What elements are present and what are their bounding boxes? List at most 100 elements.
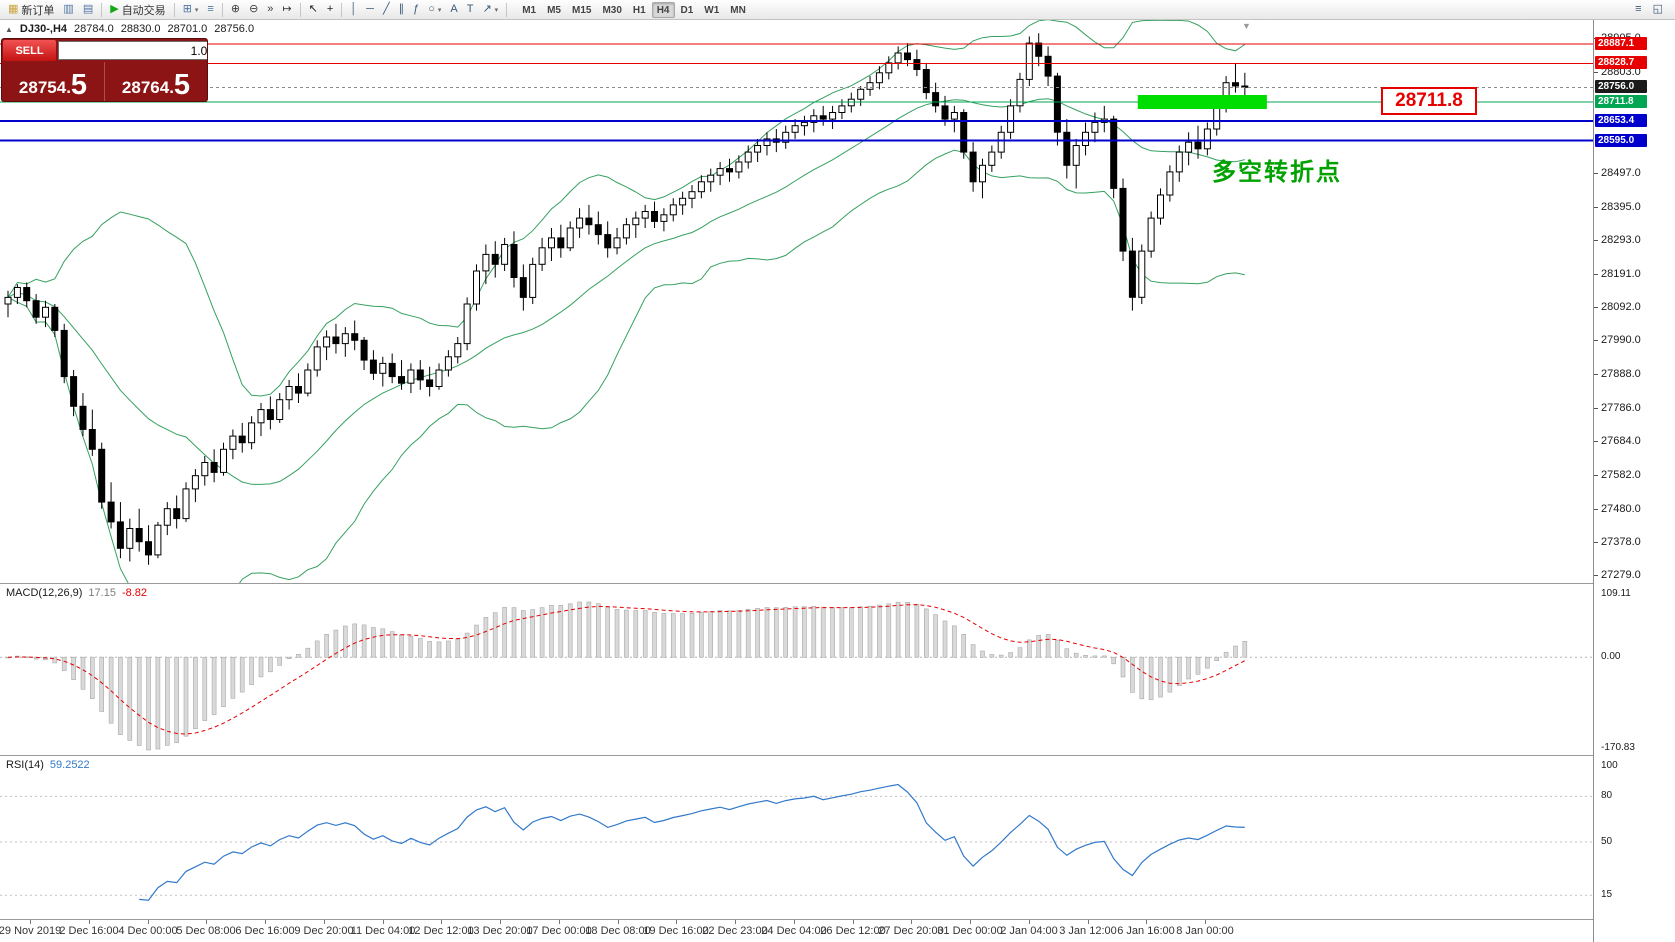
time-axis-tickmark: [676, 920, 677, 924]
price-scale[interactable]: 28905.028803.028497.028395.028293.028191…: [1593, 20, 1675, 942]
price-chart-canvas[interactable]: [0, 20, 1593, 583]
time-axis-label: 17 Dec 00:00: [526, 925, 592, 937]
timeframe-button-m5[interactable]: M5: [547, 4, 561, 16]
collapse-trade-panel-icon[interactable]: ▲: [5, 24, 13, 34]
bollinger-lower-line[interactable]: [7, 149, 1245, 583]
time-axis-label: 26 Dec 12:00: [820, 925, 886, 937]
price-badge-28653.4: 28653.4: [1595, 114, 1647, 127]
macd-histogram[interactable]: [5, 601, 1248, 751]
pane-separator[interactable]: [0, 919, 1675, 920]
rsi-current-value: 59.2522: [49, 759, 90, 771]
timeframe-button-mn[interactable]: MN: [730, 4, 746, 16]
fibonacci-button[interactable]: ƒ: [409, 1, 423, 18]
macd-indicator-label: MACD(12,26,9) 17.15 -8.82: [6, 587, 147, 599]
crosshair-button[interactable]: +: [323, 1, 337, 18]
auto-scroll-icon: »: [267, 3, 274, 15]
price-scale-tickmark: [1594, 173, 1598, 174]
dropdown-caret-icon: ▾: [494, 6, 499, 14]
price-scale-tickmark: [1594, 307, 1598, 308]
chart-list-button[interactable]: ≡: [203, 1, 217, 18]
text-button[interactable]: A: [446, 1, 461, 18]
time-axis-tickmark: [1146, 920, 1147, 924]
sell-button[interactable]: SELL: [3, 40, 56, 61]
timeframe-button-w1[interactable]: W1: [704, 4, 720, 16]
time-axis-tickmark: [794, 920, 795, 924]
chart-shift-marker[interactable]: ▼: [1242, 21, 1251, 31]
time-axis[interactable]: 29 Nov 2019 2 Dec 16:00 4 Dec 00:00 5 Dec 0…: [0, 920, 1593, 942]
time-axis-tickmark: [1088, 920, 1089, 924]
trendline-button[interactable]: ╱: [379, 1, 394, 18]
toolbar-separator: [341, 2, 343, 17]
time-axis-label: 4 Dec 00:00: [118, 925, 178, 937]
timeframe-button-m1[interactable]: M1: [522, 4, 537, 16]
price-tick-label: 28191.0: [1601, 268, 1641, 280]
time-axis-tickmark: [265, 920, 266, 924]
fullscreen-button[interactable]: ◱: [1649, 1, 1667, 18]
dropdown-caret-icon: ▾: [194, 6, 199, 14]
bollinger-upper-line[interactable]: [7, 20, 1246, 397]
timeframe-button-m30[interactable]: M30: [602, 4, 622, 16]
shapes-button[interactable]: ○ ▾: [424, 1, 445, 18]
rsi-line[interactable]: [139, 783, 1245, 901]
charts-grid-button[interactable]: ▥: [59, 1, 77, 18]
buy-price-pip: 5: [173, 69, 191, 101]
zoom-in-button[interactable]: ⊕: [227, 1, 244, 18]
zoom-in-icon: ⊕: [230, 3, 241, 15]
chart-window[interactable]: 28905.028803.028497.028395.028293.028191…: [0, 20, 1675, 942]
text-label-button[interactable]: T: [463, 1, 478, 18]
new-order-button[interactable]: ▦ 新订单: [4, 1, 58, 18]
autotrading-button-label: 自动交易: [121, 4, 166, 17]
price-scale-tickmark: [1594, 509, 1598, 510]
price-scale-tickmark: [1594, 374, 1598, 375]
autotrading-button[interactable]: ▶ 自动交易: [106, 1, 169, 18]
auto-scroll-button[interactable]: »: [263, 1, 277, 18]
time-axis-label: 8 Jan 00:00: [1176, 925, 1234, 937]
new-chart-button[interactable]: ⊞ ▾: [179, 1, 203, 18]
profile-button[interactable]: ▤: [79, 1, 97, 18]
vertical-line-button[interactable]: │: [346, 1, 361, 18]
price-tick-label: 28293.0: [1601, 234, 1641, 246]
timeframe-button-h4[interactable]: H4: [651, 1, 675, 18]
price-level-callout[interactable]: 28711.8: [1381, 87, 1477, 115]
price-scale-tickmark: [1594, 542, 1598, 543]
pane-separator[interactable]: [0, 755, 1675, 756]
macd-scale-zero: 0.00: [1601, 651, 1621, 662]
pane-separator[interactable]: [0, 583, 1675, 584]
macd-panel-canvas[interactable]: [0, 584, 1593, 755]
price-tick-label: 27279.0: [1601, 569, 1641, 581]
depth-of-market-button[interactable]: ≡: [1631, 1, 1645, 18]
vertical-line-icon: │: [350, 3, 358, 15]
time-axis-label: 27 Dec 20:00: [878, 925, 944, 937]
price-tick-label: 27378.0: [1601, 536, 1641, 548]
zoom-out-button[interactable]: ⊖: [245, 1, 262, 18]
timeframe-button-m15[interactable]: M15: [572, 4, 592, 16]
rsi-panel-canvas[interactable]: [0, 756, 1593, 919]
price-scale-tickmark: [1594, 340, 1598, 341]
price-scale-tickmark: [1594, 408, 1598, 409]
price-badge-28711.8: 28711.8: [1595, 95, 1647, 108]
channel-button[interactable]: ∥: [395, 1, 409, 18]
shapes-icon: ○: [428, 3, 435, 15]
chart-note-text[interactable]: 多空转折点: [1212, 159, 1342, 186]
toolbar-separator: [101, 2, 103, 17]
price-badge-28756.0: 28756.0: [1595, 80, 1647, 93]
arrows-button[interactable]: ↗ ▾: [478, 1, 502, 18]
volume-input[interactable]: [58, 41, 207, 60]
timeframe-button-h1[interactable]: H1: [632, 4, 646, 16]
horizontal-line-icon: ─: [366, 3, 374, 15]
chart-shift-button[interactable]: ↦: [278, 1, 295, 18]
horizontal-line-button[interactable]: ─: [362, 1, 378, 18]
bollinger-middle-line[interactable]: [7, 98, 1245, 485]
macd-scale-min: -170.83: [1601, 742, 1635, 753]
cursor-button[interactable]: ↖: [305, 1, 322, 18]
time-axis-tickmark: [500, 920, 501, 924]
candlestick-series[interactable]: [4, 33, 1249, 565]
timeframe-button-d1[interactable]: D1: [680, 4, 694, 16]
time-axis-tickmark: [1205, 920, 1206, 924]
time-axis-label: 6 Dec 16:00: [235, 925, 295, 937]
crosshair-icon: +: [326, 3, 334, 15]
fibonacci-icon: ƒ: [413, 3, 420, 15]
time-axis-label: 18 Dec 08:00: [585, 925, 651, 937]
macd-signal-line[interactable]: [7, 604, 1246, 735]
support-zone-rectangle[interactable]: [1137, 95, 1267, 109]
